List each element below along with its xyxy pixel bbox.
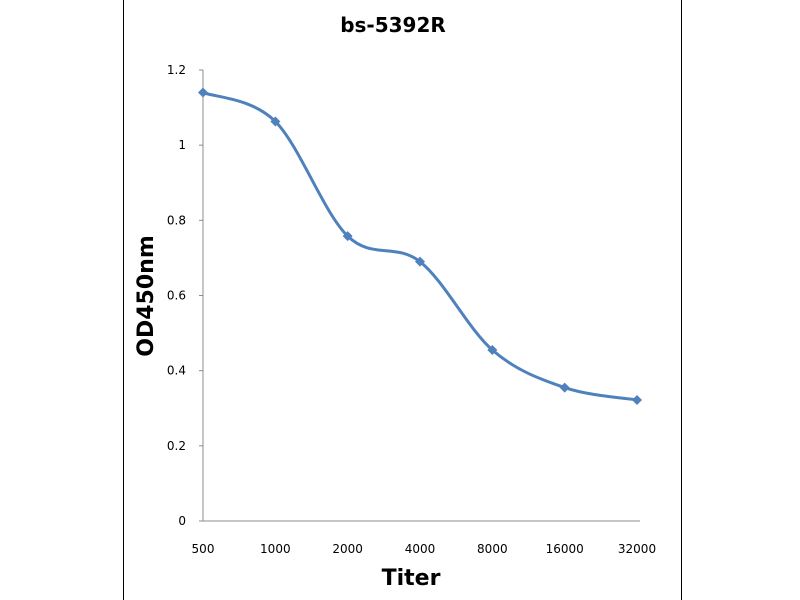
data-point-marker [559,382,570,393]
data-point-marker [270,116,281,127]
y-tick-label: 0.4 [167,364,186,378]
y-ticks: 0 0.2 0.4 0.6 0.8 1 1.2 [167,63,203,528]
x-tick-label: 4000 [405,542,436,556]
x-tick-label: 1000 [260,542,291,556]
y-tick-label: 1 [178,138,186,152]
data-point-marker [342,231,353,242]
data-point-marker [415,256,425,267]
x-tick-label: 16000 [546,542,584,556]
chart-title: bs-5392R [340,13,446,37]
x-ticks: 500 1000 2000 4000 8000 16000 32000 [192,542,657,556]
y-tick-label: 1.2 [167,63,186,77]
x-tick-label: 32000 [618,542,656,556]
x-axis-title: Titer [382,566,441,591]
y-tick-label: 0 [178,514,186,528]
data-point-marker [487,344,498,355]
series [198,87,642,405]
chart-frame [123,0,682,600]
data-point-marker [198,87,208,98]
x-tick-label: 2000 [332,542,363,556]
y-tick-label: 0.8 [167,213,186,227]
y-tick-label: 0.2 [167,439,186,453]
y-axis-title: OD450nm [134,235,159,356]
data-point-marker [632,394,642,405]
x-tick-label: 500 [192,542,215,556]
x-tick-label: 8000 [477,542,508,556]
series-line [202,91,638,402]
y-tick-label: 0.6 [167,289,186,303]
